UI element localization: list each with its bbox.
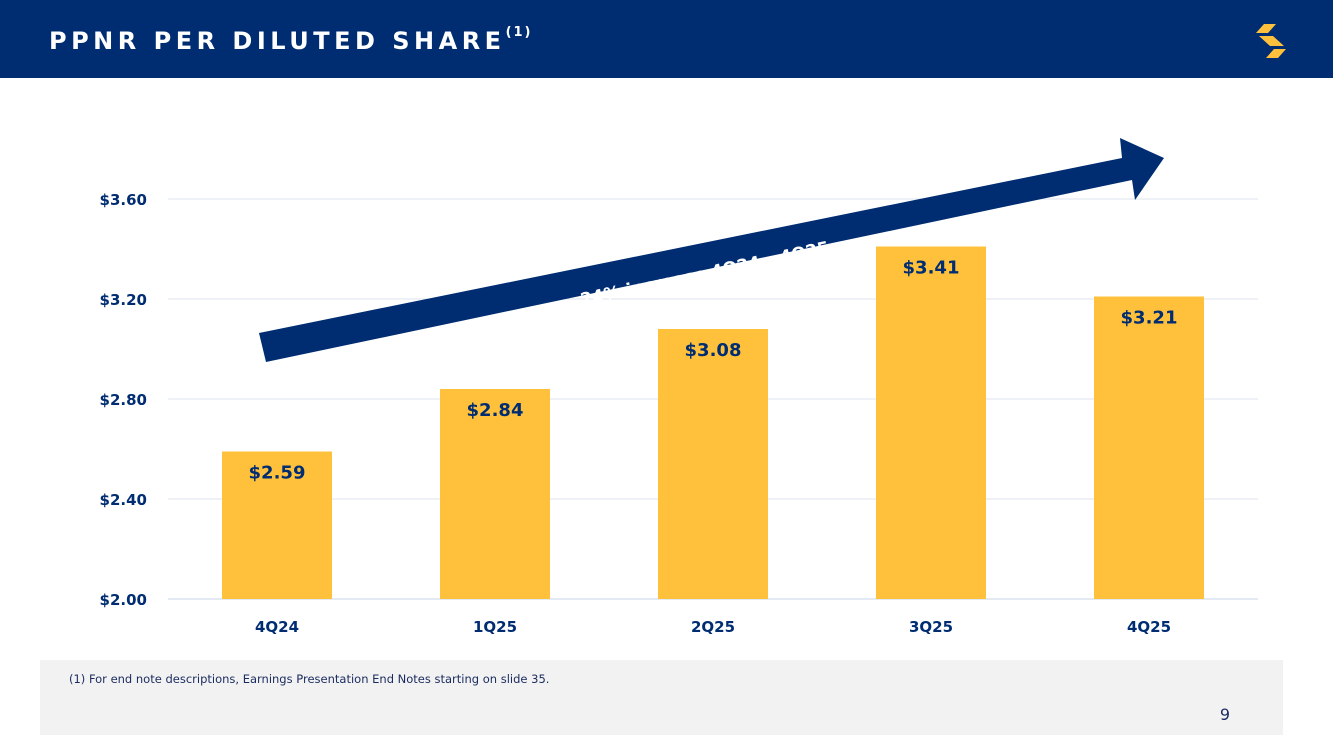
- bar: [876, 246, 986, 599]
- bar: [1094, 296, 1204, 599]
- header-bar: PPNR PER DILUTED SHARE(1): [0, 0, 1333, 78]
- title-footnote-ref: (1): [505, 25, 533, 40]
- bar-chart: $2.00 $2.40 $2.80 $3.20 $3.60 4Q24 1Q25 2Q25 3Q2…: [100, 138, 1258, 636]
- x-tick-label: 1Q25: [473, 618, 517, 636]
- y-tick-label: $3.60: [100, 191, 147, 209]
- x-tick-label: 4Q24: [255, 618, 299, 636]
- s-logo-icon: [1256, 24, 1286, 58]
- data-label: $3.21: [1121, 308, 1178, 329]
- x-tick-label: 4Q25: [1127, 618, 1171, 636]
- bar: [222, 451, 332, 599]
- footnote: (1) For end note descriptions, Earnings …: [69, 672, 550, 686]
- data-label: $3.41: [903, 258, 960, 279]
- footer-panel: (1) For end note descriptions, Earnings …: [40, 660, 1283, 735]
- page-title: PPNR PER DILUTED SHARE(1): [49, 25, 533, 55]
- y-tick-label: $3.20: [100, 291, 147, 309]
- data-label: $2.59: [249, 463, 306, 484]
- y-tick-label: $2.00: [100, 591, 147, 609]
- y-tick-label: $2.40: [100, 491, 147, 509]
- x-tick-label: 3Q25: [909, 618, 953, 636]
- page-title-text: PPNR PER DILUTED SHARE: [49, 27, 506, 55]
- page-number: 9: [1219, 705, 1230, 724]
- trend-arrow: [259, 138, 1164, 362]
- data-label: $3.08: [685, 340, 742, 361]
- x-tick-label: 2Q25: [691, 618, 735, 636]
- data-label: $2.84: [467, 400, 524, 421]
- bar: [440, 389, 550, 599]
- chart-area: $2.00 $2.40 $2.80 $3.20 $3.60 4Q24 1Q25 2Q25 3Q2…: [0, 78, 1333, 658]
- y-tick-label: $2.80: [100, 391, 147, 409]
- bar: [658, 329, 768, 599]
